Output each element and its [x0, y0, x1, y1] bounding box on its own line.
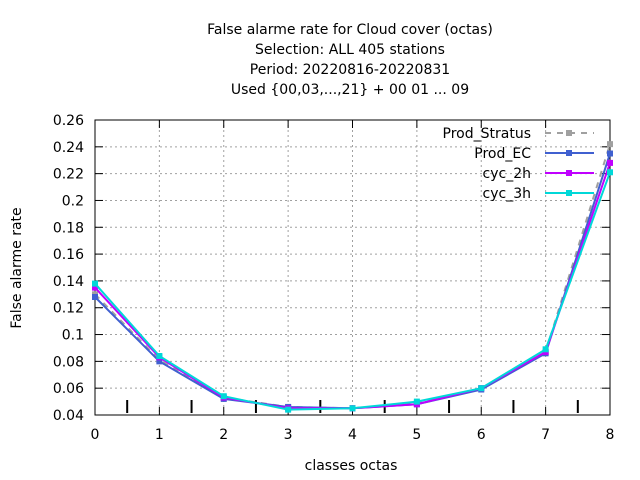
- legend: Prod_Stratus Prod_EC cyc_2h cyc_3h: [443, 126, 594, 202]
- title-line-2: Selection: ALL 405 stations: [255, 42, 445, 58]
- y-tick-label: 0.06: [53, 381, 84, 397]
- y-tick-label: 0.18: [53, 220, 84, 236]
- x-tick-label: 7: [541, 427, 550, 443]
- y-tick-label: 0.2: [62, 193, 84, 209]
- x-tick-label: 1: [155, 427, 164, 443]
- x-tick-label: 3: [284, 427, 293, 443]
- x-tick-label: 6: [477, 427, 486, 443]
- legend-marker: [566, 130, 572, 136]
- data-point: [92, 280, 98, 287]
- data-point: [607, 159, 613, 166]
- title-line-4: Used {00,03,...,21} + 00 01 ... 09: [231, 82, 469, 98]
- series-cyc_3h: [92, 169, 613, 413]
- x-axis-ticks: 0 1 2 3 4 5 6 7 8: [91, 120, 615, 443]
- y-axis-ticks: 0.04 0.06 0.08 0.1 0.12 0.14 0.16 0.18 0.2 0.22 0.…: [53, 113, 610, 424]
- y-tick-label: 0.26: [53, 113, 84, 129]
- y-tick-label: 0.04: [53, 408, 84, 424]
- data-point: [220, 393, 227, 400]
- series-group: [92, 141, 613, 413]
- y-tick-label: 0.08: [53, 354, 84, 370]
- data-point: [285, 406, 292, 413]
- title-line-3: Period: 20220816-20220831: [250, 62, 450, 78]
- x-axis-label: classes octas: [305, 458, 398, 474]
- data-point: [607, 169, 613, 176]
- y-tick-label: 0.24: [53, 140, 84, 156]
- y-tick-label: 0.22: [53, 167, 84, 183]
- x-tick-label: 4: [348, 427, 357, 443]
- data-point: [92, 294, 98, 300]
- data-point: [156, 358, 163, 365]
- data-point: [607, 150, 613, 157]
- x-tick-label: 0: [91, 427, 100, 443]
- chart-title: False alarme rate for Cloud cover (octas…: [207, 22, 493, 98]
- data-point: [478, 385, 485, 392]
- legend-marker: [566, 190, 572, 196]
- title-line-1: False alarme rate for Cloud cover (octas…: [207, 22, 493, 38]
- y-tick-label: 0.16: [53, 247, 84, 263]
- legend-label: cyc_2h: [483, 166, 531, 182]
- legend-label: Prod_EC: [474, 146, 531, 162]
- data-point: [413, 398, 420, 405]
- y-tick-label: 0.14: [53, 274, 84, 290]
- legend-label: cyc_3h: [483, 186, 531, 202]
- grid-lines: [95, 120, 610, 415]
- data-point: [542, 346, 549, 353]
- data-point: [156, 353, 163, 359]
- y-tick-label: 0.12: [53, 301, 84, 317]
- x-tick-label: 5: [412, 427, 421, 443]
- x-tick-label: 8: [606, 427, 615, 443]
- x-tick-label: 2: [219, 427, 228, 443]
- y-tick-label: 0.1: [62, 328, 84, 344]
- data-point: [349, 405, 356, 412]
- legend-marker: [566, 170, 572, 176]
- data-point: [92, 284, 98, 291]
- legend-marker: [566, 150, 572, 156]
- y-axis-label: False alarme rate: [9, 207, 25, 328]
- legend-label: Prod_Stratus: [443, 126, 531, 142]
- data-point: [607, 141, 613, 148]
